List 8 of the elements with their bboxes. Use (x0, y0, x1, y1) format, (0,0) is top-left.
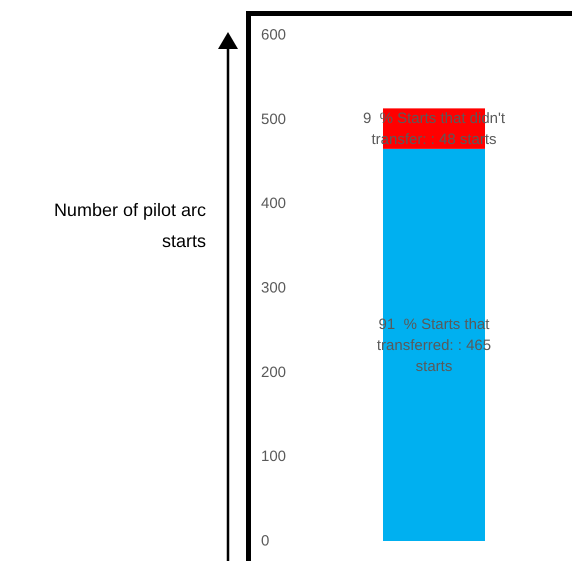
y-tick-label: 100 (261, 448, 286, 466)
y-tick-label: 400 (261, 195, 286, 212)
y-tick-label: 0 (261, 532, 270, 550)
y-axis-title: Number of pilot arc starts (52, 199, 206, 253)
y-tick-label: 300 (261, 280, 286, 296)
y-tick-label: 600 (261, 26, 286, 44)
y-tick-label: 200 (261, 364, 286, 381)
y-tick-label: 500 (261, 110, 286, 128)
